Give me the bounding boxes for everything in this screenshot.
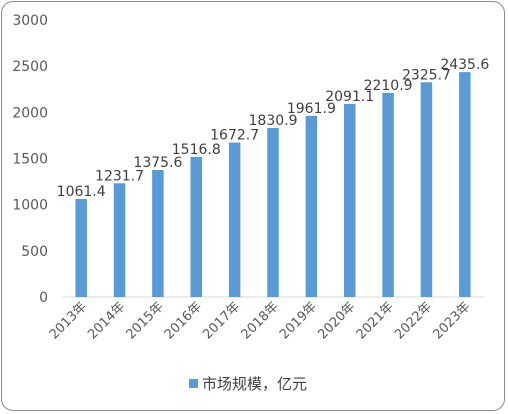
- x-tick-label: 2020年: [315, 299, 358, 342]
- data-label: 1375.6: [133, 155, 182, 171]
- y-tick-label: 2000: [12, 105, 48, 121]
- x-tick-label: 2018年: [239, 299, 282, 342]
- data-label: 2091.1: [325, 89, 374, 105]
- x-tick-label: 2023年: [430, 299, 473, 342]
- data-label: 2210.9: [364, 78, 413, 94]
- y-axis-ticks: 0 500 1000 1500 2000 2500 3000: [12, 13, 48, 306]
- bar: [228, 142, 241, 297]
- bar: [113, 183, 126, 297]
- y-tick-label: 0: [39, 290, 48, 306]
- data-label: 1961.9: [287, 101, 336, 117]
- y-tick-label: 3000: [12, 13, 48, 29]
- data-label: 1672.7: [210, 128, 259, 144]
- y-tick-label: 1500: [12, 152, 48, 168]
- data-label: 1516.8: [172, 142, 221, 158]
- bar: [459, 72, 471, 297]
- x-tick-label: 2016年: [162, 299, 205, 342]
- bar: [267, 127, 279, 297]
- x-tick-label: 2013年: [47, 299, 90, 342]
- data-label: 1830.9: [249, 113, 298, 129]
- x-tick-label: 2021年: [354, 299, 397, 342]
- bar: [343, 103, 356, 297]
- x-tick-label: 2022年: [392, 299, 435, 342]
- data-label: 2325.7: [402, 67, 451, 83]
- data-label: 1231.7: [95, 168, 144, 184]
- x-tick-label: 2014年: [85, 299, 128, 342]
- bar: [75, 198, 87, 297]
- data-label: 2435.6: [440, 57, 489, 73]
- legend-label: 市场规模，亿元: [202, 375, 307, 393]
- data-labels: 1061.41231.71375.61516.81672.71830.91961…: [57, 57, 490, 200]
- data-label: 1061.4: [57, 184, 106, 200]
- bar: [190, 156, 203, 297]
- y-tick-label: 1000: [12, 198, 48, 214]
- bar: [420, 82, 433, 297]
- y-tick-label: 2500: [12, 59, 48, 75]
- bars: [75, 72, 471, 298]
- x-axis-ticks: 2013年2014年2015年2016年2017年2018年2019年2020年…: [47, 299, 474, 342]
- bar: [382, 92, 394, 297]
- bar: [305, 115, 318, 298]
- x-tick-label: 2015年: [124, 299, 167, 342]
- y-tick-label: 500: [21, 244, 48, 260]
- x-tick-label: 2019年: [277, 299, 320, 342]
- x-tick-label: 2017年: [200, 299, 243, 342]
- bar: [152, 169, 164, 297]
- legend: 市场规模，亿元: [189, 375, 307, 393]
- legend-swatch: [189, 379, 198, 388]
